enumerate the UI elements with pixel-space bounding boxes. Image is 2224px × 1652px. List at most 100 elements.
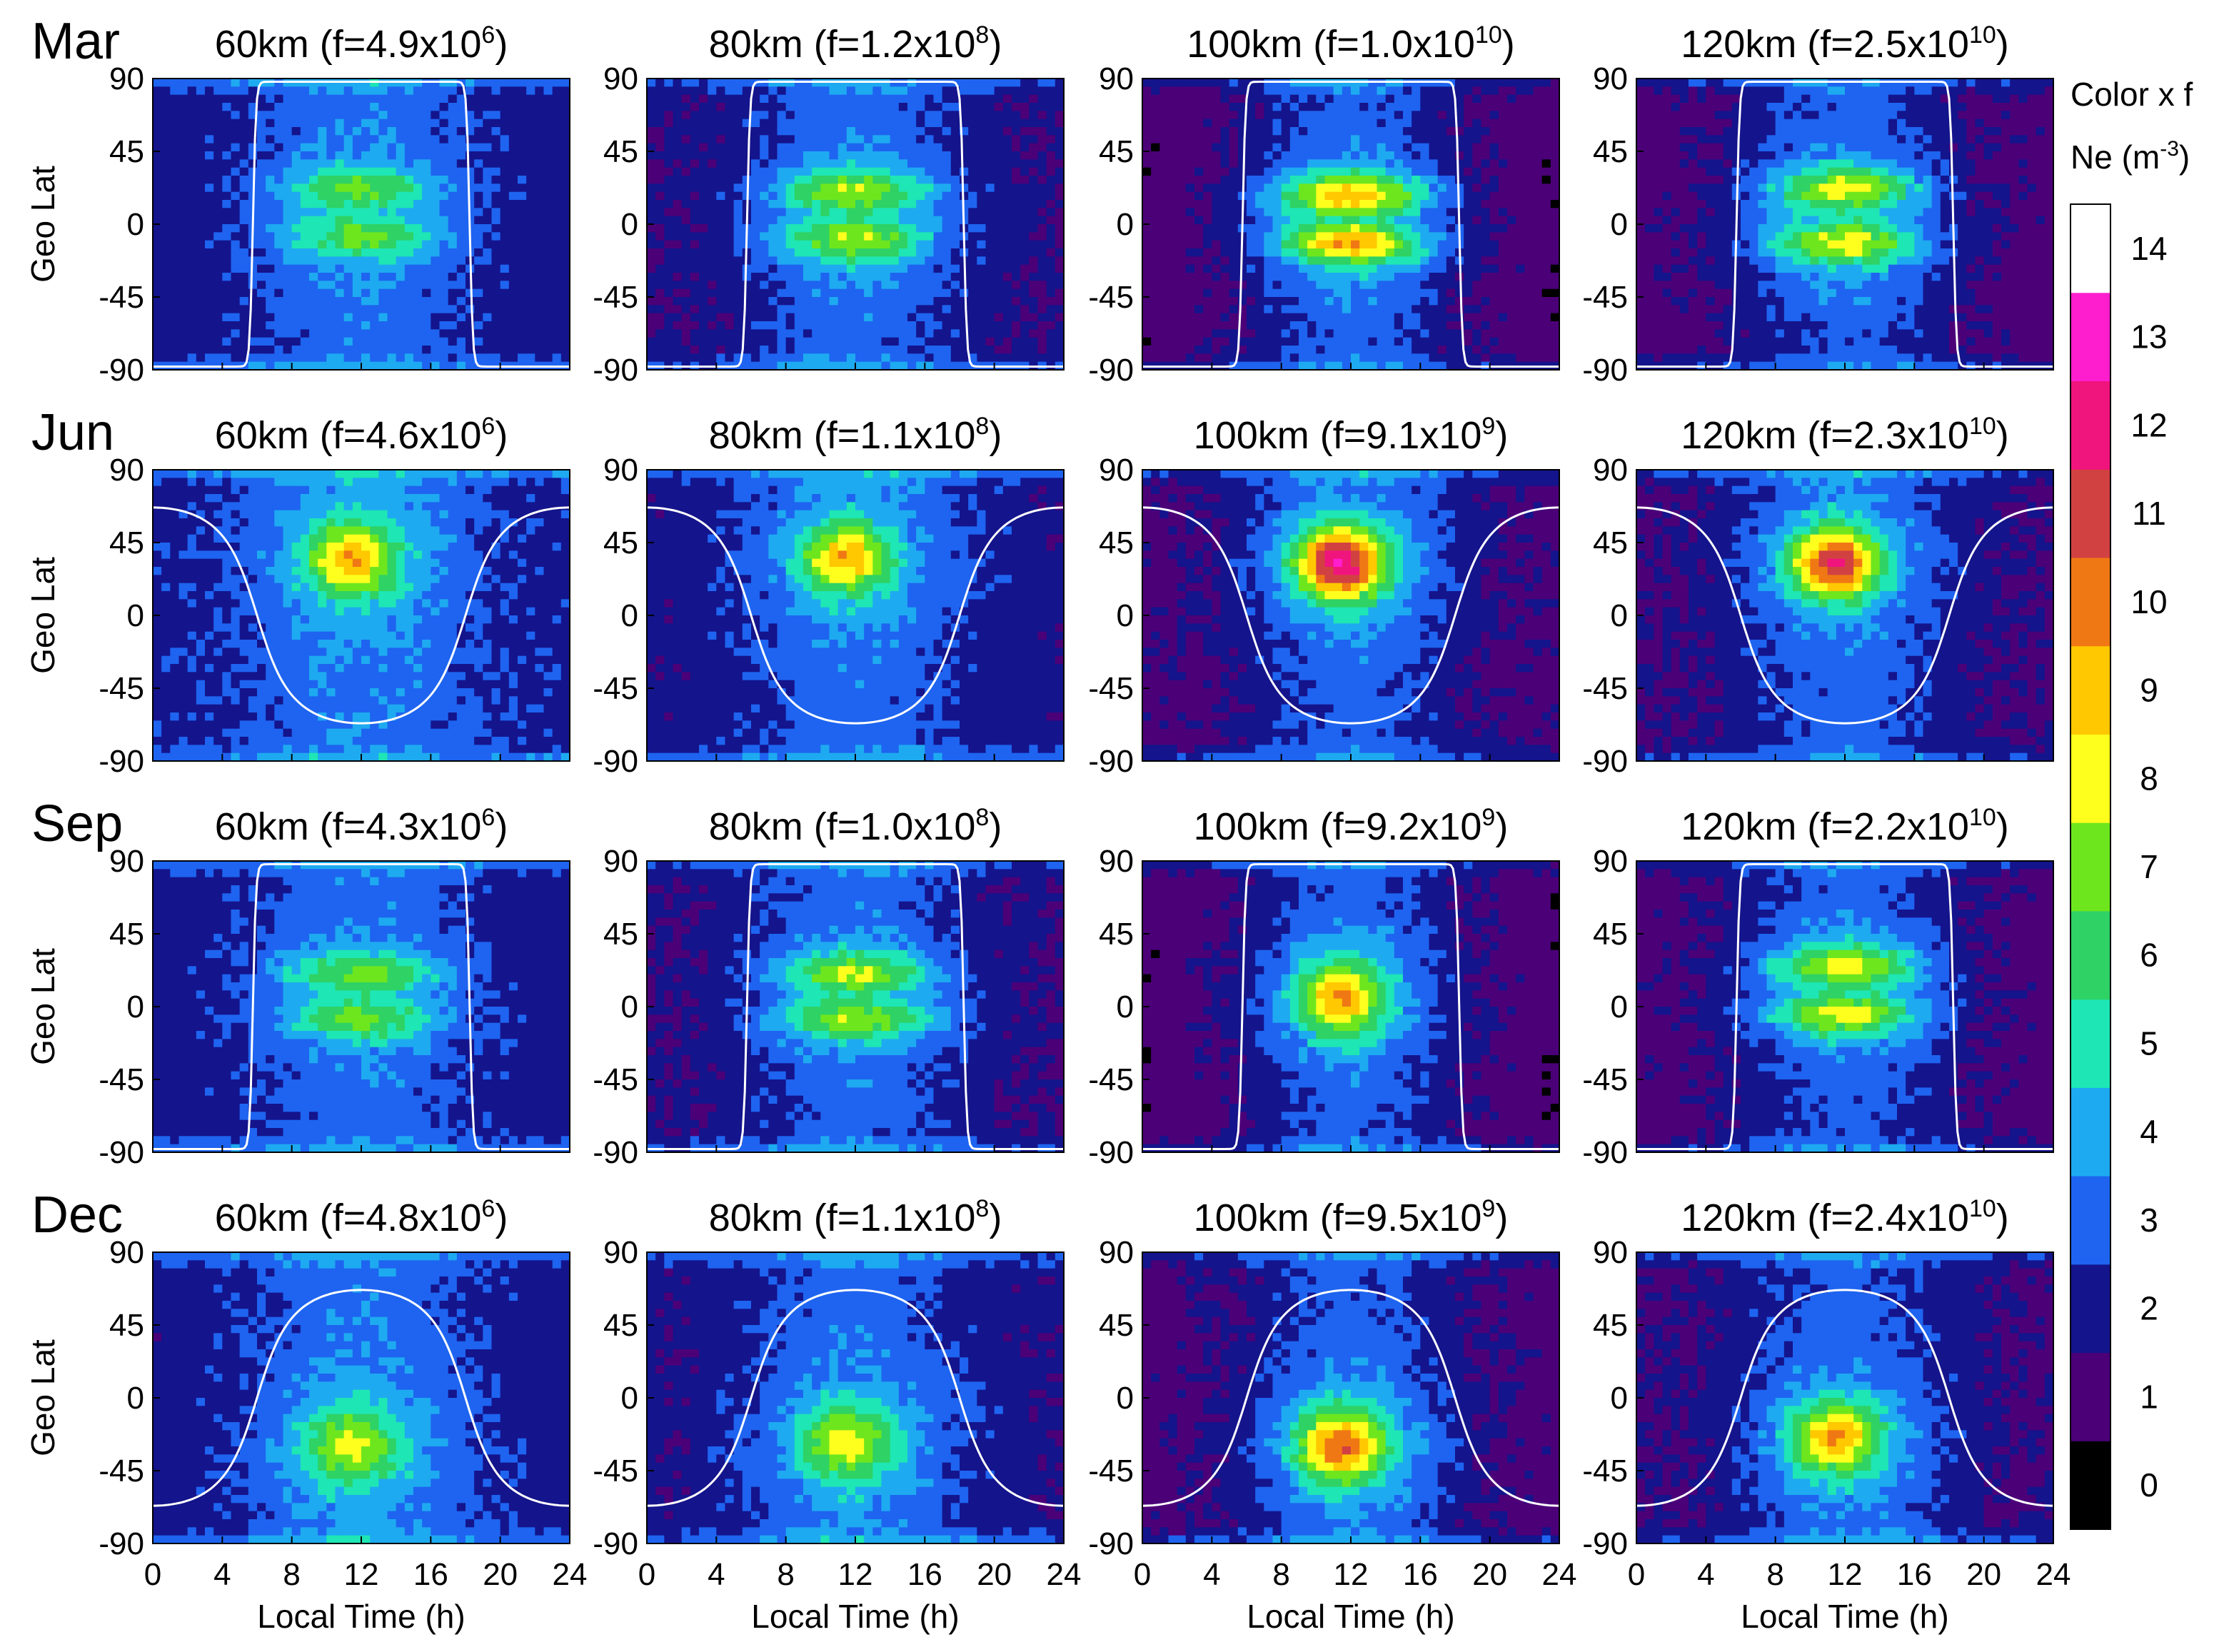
heatmap-cell (1412, 297, 1421, 306)
heatmap-cell (543, 297, 553, 306)
heatmap-cell (1429, 273, 1439, 281)
heatmap-cell (1289, 248, 1299, 257)
heatmap-cell (466, 191, 475, 201)
heatmap-cell (1464, 353, 1473, 363)
heatmap-cell (812, 264, 821, 273)
heatmap-cell (335, 135, 345, 144)
heatmap-cell (1368, 224, 1378, 233)
heatmap-cell (560, 94, 570, 104)
heatmap-cell (309, 111, 318, 120)
heatmap-cell (1237, 167, 1247, 176)
heatmap-cell (387, 143, 397, 152)
heatmap-cell (699, 111, 708, 120)
heatmap-cell (916, 151, 925, 160)
heatmap-cell (1481, 176, 1491, 184)
heatmap-cell (785, 232, 795, 241)
heatmap-cell (785, 119, 795, 128)
heatmap-cell (231, 264, 241, 273)
heatmap-cell (474, 305, 483, 314)
heatmap-cell (466, 111, 475, 120)
heatmap-cell (1151, 111, 1160, 120)
heatmap-cell (508, 264, 518, 273)
heatmap-cell (785, 111, 795, 120)
heatmap-cell (950, 103, 960, 111)
heatmap-cell (1420, 135, 1430, 144)
heatmap-cell (716, 111, 726, 120)
heatmap-cell (846, 208, 856, 217)
heatmap-cell (1377, 281, 1387, 290)
heatmap-cell (326, 127, 336, 136)
heatmap-cell (681, 167, 691, 176)
heatmap-cell (361, 232, 371, 241)
heatmap-cell (560, 346, 570, 354)
heatmap-cell (343, 297, 353, 306)
heatmap-cell (439, 183, 449, 193)
heatmap-cell (760, 329, 769, 338)
heatmap-cell (960, 127, 969, 136)
heatmap-cell (413, 159, 423, 168)
heatmap-cell (1377, 346, 1387, 354)
heatmap-cell (820, 232, 830, 241)
heatmap-cell (335, 273, 345, 281)
heatmap-cell (213, 79, 223, 87)
heatmap-cell (768, 313, 778, 322)
heatmap-cell (474, 200, 483, 208)
heatmap-cell (448, 346, 458, 354)
heatmap-cell (1333, 127, 1343, 136)
heatmap-cell (326, 240, 336, 249)
heatmap-cell (1159, 216, 1169, 225)
heatmap-cell (370, 329, 379, 338)
heatmap-cell (881, 346, 891, 354)
heatmap-cell (708, 305, 717, 314)
heatmap-cell (205, 353, 214, 363)
heatmap-cell (543, 191, 553, 201)
heatmap-cell (1203, 224, 1212, 233)
heatmap-cell (977, 305, 987, 314)
heatmap-cell (500, 191, 510, 201)
heatmap-cell (647, 216, 656, 225)
heatmap-cell (829, 200, 839, 208)
heatmap-cell (274, 159, 284, 168)
heatmap-cell (716, 167, 726, 176)
heatmap-cell (1307, 167, 1317, 176)
heatmap-cell (170, 183, 180, 193)
heatmap-cell (950, 127, 960, 136)
heatmap-cell (960, 361, 969, 371)
heatmap-cell (1229, 86, 1239, 96)
heatmap-cell (413, 353, 423, 363)
heatmap-cell (733, 232, 743, 241)
heatmap-cell (1185, 240, 1195, 249)
heatmap-cell (655, 127, 665, 136)
heatmap-cell (690, 313, 700, 322)
heatmap-cell (283, 288, 293, 298)
heatmap-cell (178, 297, 188, 306)
heatmap-cell (526, 288, 535, 298)
heatmap-cell (785, 321, 795, 330)
heatmap-cell (933, 183, 943, 193)
heatmap-cell (1142, 151, 1152, 160)
heatmap-cell (977, 167, 987, 176)
heatmap-cell (231, 224, 241, 233)
heatmap-cell (1351, 264, 1360, 273)
heatmap-cell (1177, 183, 1187, 193)
heatmap-cell (1420, 264, 1430, 273)
heatmap-cell (985, 135, 995, 144)
heatmap-cell (231, 329, 241, 338)
heatmap-cell (829, 248, 839, 257)
heatmap-cell (925, 127, 935, 136)
heatmap-cell (153, 94, 162, 104)
heatmap-cell (1472, 143, 1482, 152)
heatmap-cell (950, 111, 960, 120)
heatmap-cell (396, 143, 406, 152)
heatmap-cell (1237, 119, 1247, 128)
heatmap-cell (560, 208, 570, 217)
heatmap-cell (699, 159, 708, 168)
heatmap-cell (1142, 224, 1152, 233)
heatmap-cell (968, 183, 977, 193)
heatmap-cell (1489, 337, 1499, 346)
heatmap-cell (257, 183, 266, 193)
heatmap-cell (725, 167, 735, 176)
heatmap-cell (1368, 288, 1378, 298)
heatmap-cell (543, 183, 553, 193)
